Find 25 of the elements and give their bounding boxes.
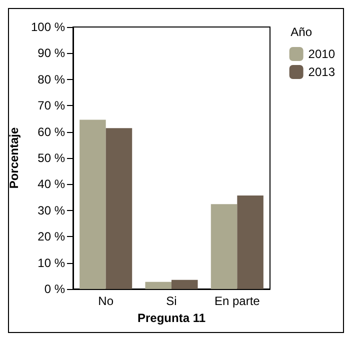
x-tick-label: No [98, 294, 114, 308]
legend-title: Año [290, 25, 312, 39]
y-tick-label: 30 % [38, 203, 66, 218]
x-axis-title: Pregunta 11 [137, 310, 206, 325]
y-tick-label: 80 % [38, 72, 66, 86]
y-tick-label: 20 % [38, 230, 66, 244]
legend-label: 2010 [308, 47, 336, 61]
y-tick-label: 60 % [38, 124, 66, 139]
bar [237, 195, 264, 289]
bar [145, 282, 172, 289]
x-tick-label: En parte [214, 294, 260, 308]
y-tick-label: 0 % [44, 282, 66, 296]
y-tick-label: 100 % [30, 20, 66, 34]
y-tick-label: 50 % [38, 151, 66, 165]
y-tick-label: 40 % [38, 177, 66, 192]
y-tick-label: 10 % [38, 256, 66, 270]
bar [210, 204, 238, 289]
bar [80, 120, 106, 289]
bar [106, 128, 132, 289]
legend-label: 2013 [308, 65, 336, 79]
y-axis-title: Porcentaje [7, 126, 22, 189]
y-tick-label: 70 % [38, 98, 66, 113]
x-tick-label: Si [166, 294, 177, 308]
bar [172, 280, 198, 289]
y-tick-label: 90 % [38, 46, 66, 60]
